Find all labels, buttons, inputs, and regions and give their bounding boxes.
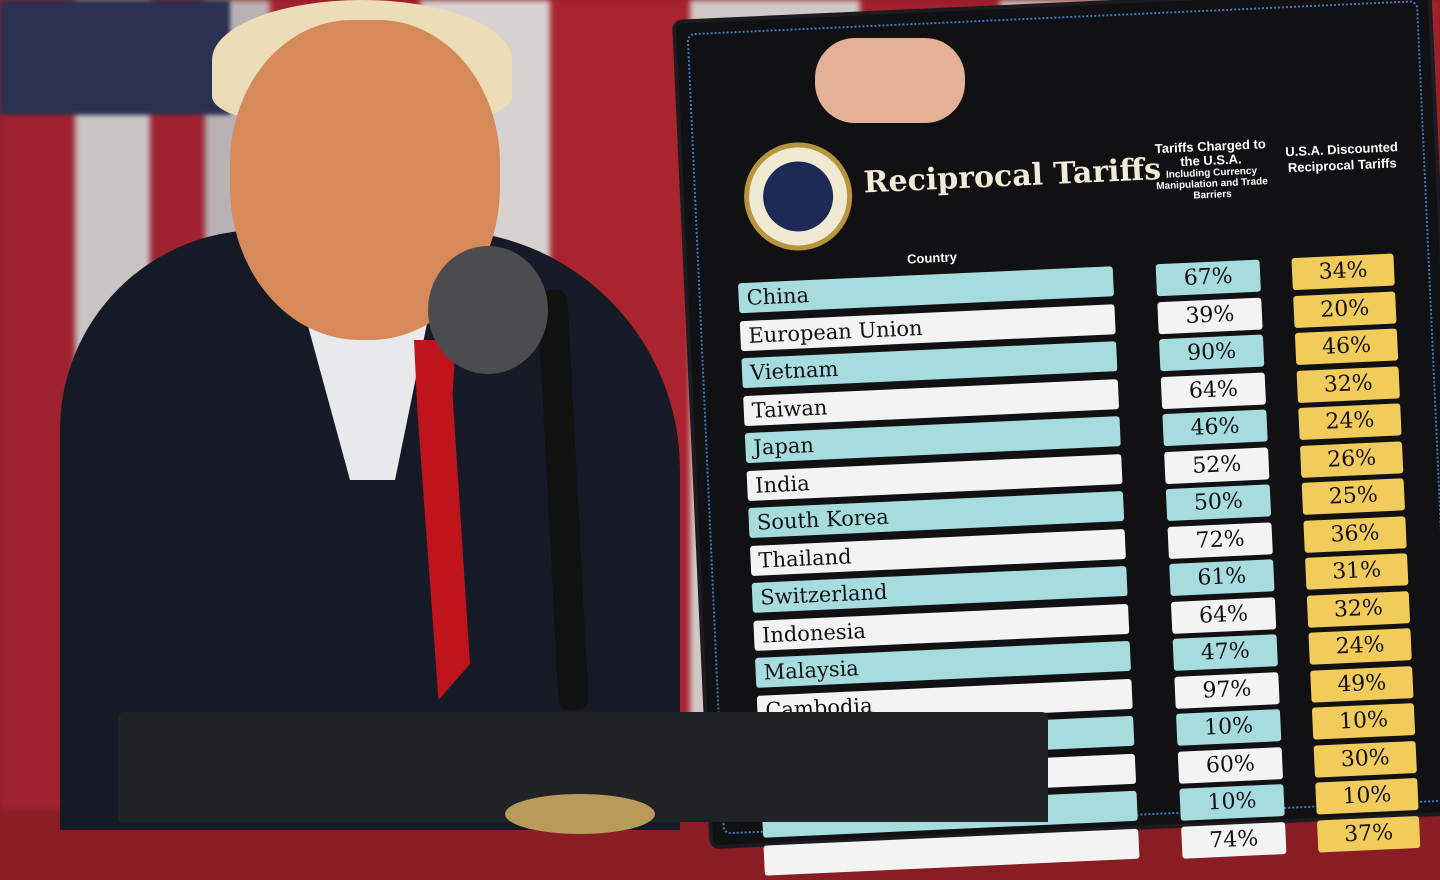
charged-cell: 72% xyxy=(1167,521,1273,559)
discounted-header: U.S.A. Discounted Reciprocal Tariffs xyxy=(1284,139,1399,176)
charged-cell: 47% xyxy=(1172,634,1278,671)
charged-cell: 67% xyxy=(1155,259,1261,297)
charged-cell: 74% xyxy=(1181,821,1287,859)
charged-header-text: Tariffs Charged to the U.S.A. xyxy=(1154,136,1267,170)
discounted-cell: 10% xyxy=(1311,703,1416,740)
discounted-cell: 10% xyxy=(1315,777,1419,815)
charged-cell: 10% xyxy=(1175,709,1282,746)
hand xyxy=(815,38,965,123)
discounted-cell: 36% xyxy=(1303,515,1407,553)
country-header: Country xyxy=(906,249,958,267)
discounted-cell: 34% xyxy=(1291,253,1395,291)
discounted-cell: 49% xyxy=(1310,665,1414,703)
discounted-cell: 24% xyxy=(1308,628,1412,665)
discounted-cell: 30% xyxy=(1313,740,1417,778)
charged-cell: 52% xyxy=(1164,446,1270,484)
flag-canton xyxy=(0,0,230,115)
charged-cell: 97% xyxy=(1174,671,1280,709)
discounted-cell: 32% xyxy=(1296,365,1400,403)
charged-cell: 46% xyxy=(1162,409,1268,447)
discounted-cell: 31% xyxy=(1305,553,1409,590)
charged-cell: 61% xyxy=(1169,559,1275,596)
discounted-cell: 46% xyxy=(1294,328,1399,366)
microphone-icon xyxy=(428,246,548,374)
charged-header-note: Including Currency Manipulation and Trad… xyxy=(1155,165,1269,202)
charged-cell: 39% xyxy=(1157,297,1263,334)
discounted-cell: 32% xyxy=(1306,590,1411,628)
discounted-cell: 25% xyxy=(1301,478,1405,515)
charged-cell: 10% xyxy=(1179,784,1285,821)
discounted-cell: 37% xyxy=(1316,815,1421,853)
charged-cell: 90% xyxy=(1158,334,1265,372)
podium-seal xyxy=(505,794,655,834)
charged-cell: 60% xyxy=(1177,746,1284,784)
charged-header: Tariffs Charged to the U.S.A. Including C… xyxy=(1150,136,1273,203)
discounted-cell: 26% xyxy=(1299,440,1404,478)
charged-cell: 50% xyxy=(1165,484,1272,522)
discounted-cell: 24% xyxy=(1298,403,1402,440)
discounted-cell: 20% xyxy=(1293,290,1397,328)
charged-cell: 64% xyxy=(1170,596,1277,634)
charged-cell: 64% xyxy=(1160,371,1267,409)
